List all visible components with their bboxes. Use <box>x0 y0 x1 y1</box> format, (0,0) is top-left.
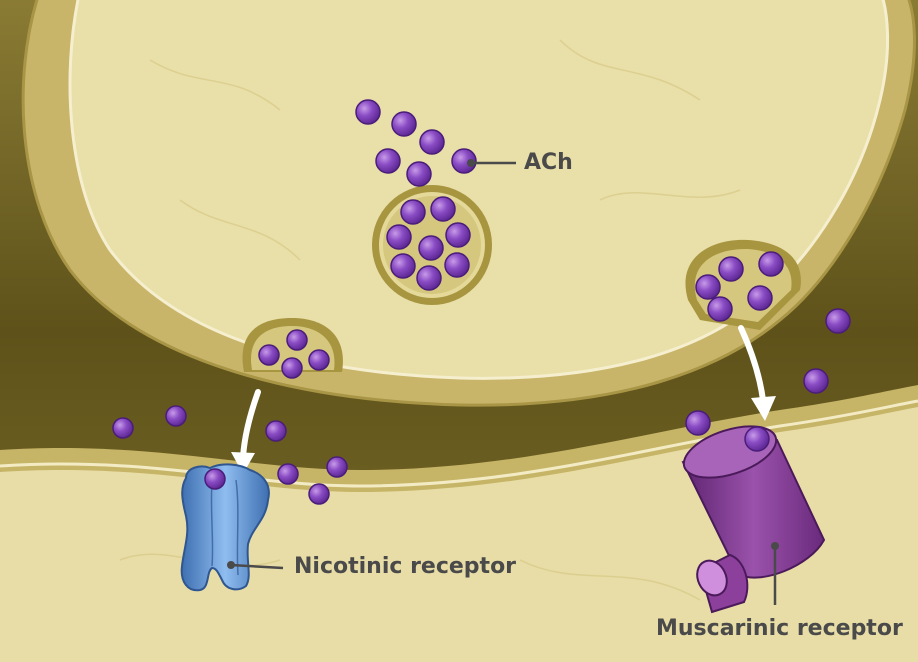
nicotinic-receptor <box>180 463 270 592</box>
muscarinic-receptor-label: Muscarinic receptor <box>656 616 903 641</box>
ach-label: ACh <box>524 150 573 175</box>
nicotinic-leader-line <box>227 561 284 570</box>
nicotinic-receptor-label: Nicotinic receptor <box>294 554 517 579</box>
muscarinic-leader-line <box>771 542 779 605</box>
ach-molecules-cleft <box>112 308 851 505</box>
release-arrow-right <box>738 325 776 421</box>
ach-molecules-vesicle-right <box>695 251 784 322</box>
ach-molecules-vesicle-center <box>386 196 471 291</box>
presynaptic-cytoplasm <box>70 0 888 379</box>
postsynaptic-edge-line <box>0 399 918 488</box>
ach-molecules-cytoplasm <box>355 99 477 187</box>
ach-molecules-vesicle-left <box>258 329 330 379</box>
presynaptic-inner-highlight <box>68 0 890 380</box>
release-arrow-left <box>231 389 261 474</box>
ach-leader-line <box>467 159 516 167</box>
muscarinic-receptor <box>681 425 826 614</box>
